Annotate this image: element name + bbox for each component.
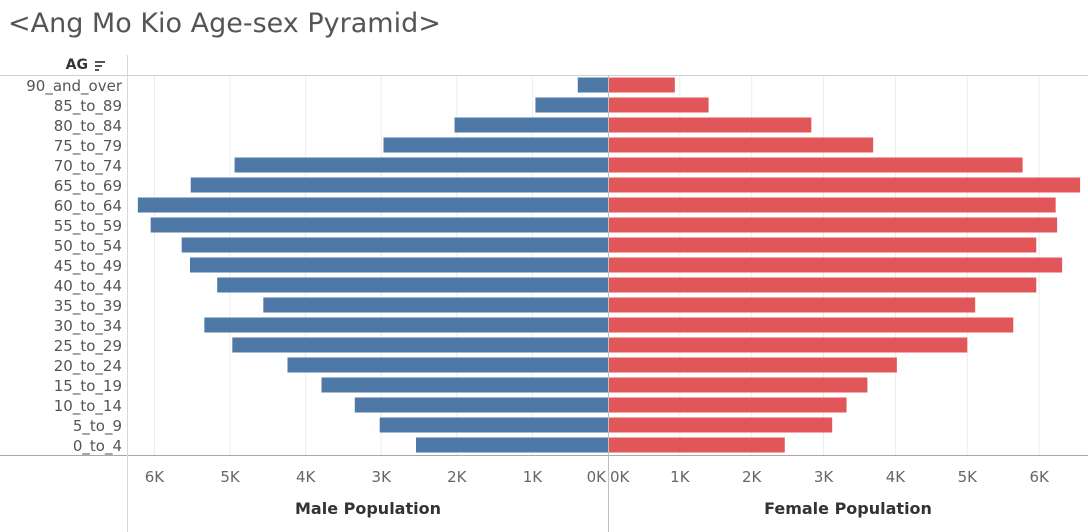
bar-female-70_to_74[interactable] [608,157,1023,173]
category-label: 90_and_over [26,77,123,96]
bar-female-25_to_29[interactable] [608,337,968,353]
female-bars [608,77,1081,453]
category-label: 5_to_9 [73,417,122,436]
bar-male-60_to_64[interactable] [137,197,608,213]
tick-label-female: 1K [670,468,691,486]
bar-male-75_to_79[interactable] [383,137,608,153]
chart-title: <Ang Mo Kio Age-sex Pyramid> [8,8,441,39]
tick-label-female: 4K [886,468,907,486]
bar-female-90_and_over[interactable] [608,77,675,93]
tick-label-female: 2K [742,468,763,486]
bar-female-35_to_39[interactable] [608,297,976,313]
category-label: 65_to_69 [54,177,122,196]
bar-female-30_to_34[interactable] [608,317,1014,333]
category-label: 35_to_39 [54,297,122,316]
bar-female-40_to_44[interactable] [608,277,1037,293]
sort-descending-icon[interactable] [95,61,105,71]
tick-label-male: 4K [296,468,317,486]
tick-label-female: 3K [814,468,835,486]
bar-male-40_to_44[interactable] [217,277,609,293]
category-label: 70_to_74 [54,157,122,176]
bar-female-75_to_79[interactable] [608,137,874,153]
tick-label-male: 3K [372,468,393,486]
row-header-label: AG [66,57,88,73]
category-label: 75_to_79 [54,137,122,156]
category-label: 80_to_84 [54,117,122,136]
tick-labels: 6K 5K 4K 3K 2K 1K 0K 0K 1K 2K 3K 4K 5K 6K [145,468,1050,486]
tick-label-male: 6K [145,468,166,486]
bar-male-55_to_59[interactable] [150,217,608,233]
category-label: 50_to_54 [54,237,122,256]
tick-label-male: 1K [523,468,544,486]
tick-label-male: 2K [447,468,468,486]
bar-male-25_to_29[interactable] [232,337,609,353]
bar-female-0_to_4[interactable] [608,437,785,453]
bar-female-10_to_14[interactable] [608,397,847,413]
bar-female-15_to_19[interactable] [608,377,868,393]
axis-title-male: Male Population [295,499,441,518]
category-label: 60_to_64 [54,197,122,216]
bar-male-90_and_over[interactable] [577,77,608,93]
category-label: 40_to_44 [54,277,122,296]
tick-label-female: 0K [610,468,631,486]
category-label: 10_to_14 [54,397,122,416]
bar-female-85_to_89[interactable] [608,97,709,113]
bar-male-70_to_74[interactable] [234,157,608,173]
category-label: 0_to_4 [73,437,122,456]
bar-male-45_to_49[interactable] [189,257,608,273]
tick-label-male: 5K [220,468,241,486]
category-label: 20_to_24 [54,357,122,376]
male-bars [137,77,609,453]
bar-female-20_to_24[interactable] [608,357,897,373]
bar-male-15_to_19[interactable] [321,377,608,393]
bar-male-85_to_89[interactable] [535,97,608,113]
category-label: 15_to_19 [54,377,122,396]
bar-male-35_to_39[interactable] [263,297,608,313]
bar-male-80_to_84[interactable] [454,117,608,133]
category-label: 55_to_59 [54,217,122,236]
bar-male-50_to_54[interactable] [181,237,608,253]
tick-label-male: 0K [587,468,608,486]
bar-male-0_to_4[interactable] [416,437,608,453]
bar-male-10_to_14[interactable] [354,397,608,413]
bar-female-80_to_84[interactable] [608,117,812,133]
bar-male-20_to_24[interactable] [287,357,608,373]
tick-label-female: 6K [1029,468,1050,486]
category-label: 45_to_49 [54,257,122,276]
bar-male-65_to_69[interactable] [190,177,608,193]
category-label: 25_to_29 [54,337,122,356]
bar-female-45_to_49[interactable] [608,257,1063,273]
bar-female-65_to_69[interactable] [608,177,1081,193]
bar-female-55_to_59[interactable] [608,217,1058,233]
bar-male-5_to_9[interactable] [379,417,608,433]
axis-title-female: Female Population [764,499,932,518]
row-header[interactable]: AG [66,57,105,73]
category-label: 30_to_34 [54,317,122,336]
bar-female-5_to_9[interactable] [608,417,833,433]
category-label: 85_to_89 [54,97,122,116]
bar-female-50_to_54[interactable] [608,237,1037,253]
category-labels: 90_and_over85_to_8980_to_8475_to_7970_to… [26,77,123,456]
tick-label-female: 5K [958,468,979,486]
axis-frame [0,55,1088,532]
bar-female-60_to_64[interactable] [608,197,1056,213]
bar-male-30_to_34[interactable] [204,317,609,333]
